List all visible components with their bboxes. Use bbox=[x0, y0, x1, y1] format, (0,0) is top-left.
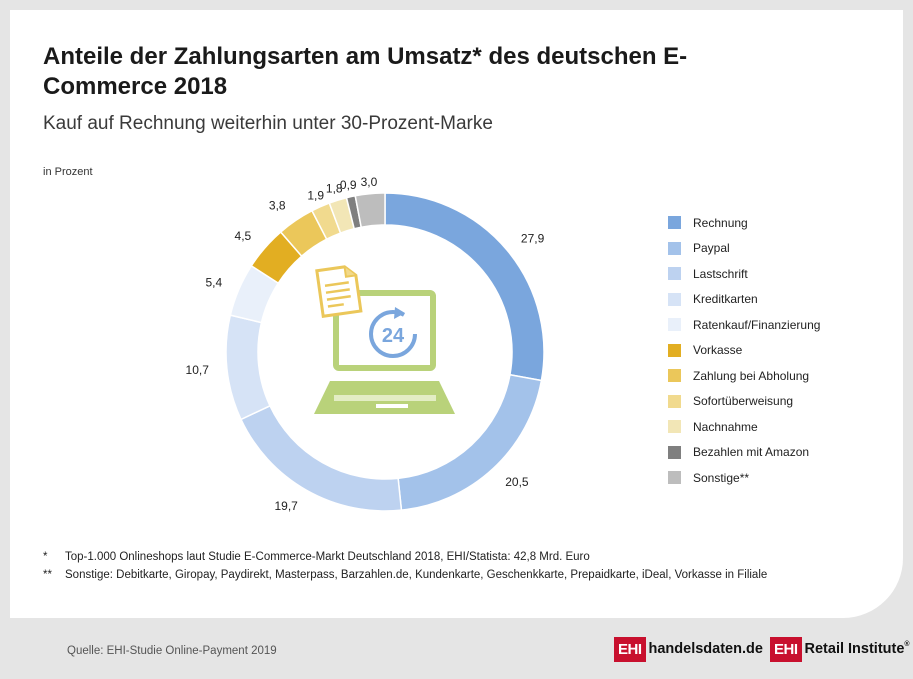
legend-label: Ratenkauf/Finanzierung bbox=[693, 317, 821, 332]
legend-item-lastschrift: Lastschrift bbox=[668, 261, 820, 287]
legend-swatch bbox=[668, 369, 681, 383]
legend-item-ratenkauf-finanzierung: Ratenkauf/Finanzierung bbox=[668, 312, 820, 338]
legend-item-bezahlen-mit-amazon: Bezahlen mit Amazon bbox=[668, 440, 820, 466]
footnotes: * Top-1.000 Onlineshops laut Studie E-Com… bbox=[43, 548, 767, 584]
footnote-1: * Top-1.000 Onlineshops laut Studie E-Com… bbox=[43, 551, 590, 563]
page-title: Anteile der Zahlungsarten am Umsatz* des… bbox=[43, 43, 688, 100]
footnote-2: ** Sonstige: Debitkarte, Giropay, Paydire… bbox=[43, 569, 768, 581]
page-subtitle: Kauf auf Rechnung weiterhin unter 30-Pro… bbox=[43, 113, 493, 134]
chart-legend: Rechnung Paypal Lastschrift Kreditkarten Rat… bbox=[668, 210, 820, 491]
slice-label-sonstige: 3,0 bbox=[361, 175, 378, 189]
slice-label-zahlung-bei-abholung: 3,8 bbox=[269, 199, 286, 213]
legend-swatch bbox=[668, 241, 681, 255]
slice-label-rechnung: 27,9 bbox=[521, 232, 545, 246]
slice-lastschrift bbox=[239, 404, 403, 512]
legend-label: Nachnahme bbox=[693, 419, 758, 434]
ehi-retail-institute-logo[interactable]: EHI Retail Institute® bbox=[770, 634, 910, 664]
slice-kreditkarten bbox=[225, 314, 271, 421]
legend-swatch bbox=[668, 267, 681, 281]
slice-rechnung bbox=[384, 192, 545, 382]
laptop-24h-invoice-icon: 24 bbox=[314, 265, 455, 414]
legend-label: Zahlung bei Abholung bbox=[693, 368, 810, 383]
legend-item-sonstige: Sonstige** bbox=[668, 465, 820, 491]
legend-label: Kreditkarten bbox=[693, 292, 758, 307]
chart-card bbox=[10, 10, 903, 618]
legend-item-sofort-berweisung: Sofortüberweisung bbox=[668, 389, 820, 415]
legend-label: Rechnung bbox=[693, 215, 748, 230]
slice-label-kreditkarten: 10,7 bbox=[186, 363, 210, 377]
legend-swatch bbox=[668, 420, 681, 434]
legend-label: Vorkasse bbox=[693, 343, 743, 358]
ehi-handelsdaten-logo[interactable]: EHI handelsdaten.de bbox=[614, 634, 763, 664]
legend-swatch bbox=[668, 318, 681, 332]
legend-item-rechnung: Rechnung bbox=[668, 210, 820, 236]
legend-swatch bbox=[668, 343, 681, 357]
unit-label: in Prozent bbox=[43, 166, 93, 178]
slice-sonstige bbox=[354, 192, 386, 229]
legend-item-paypal: Paypal bbox=[668, 236, 820, 262]
legend-label: Sonstige** bbox=[693, 470, 750, 485]
legend-swatch bbox=[668, 216, 681, 230]
legend-swatch bbox=[668, 471, 681, 485]
legend-swatch bbox=[668, 292, 681, 306]
legend-swatch bbox=[668, 394, 681, 408]
legend-label: Bezahlen mit Amazon bbox=[693, 445, 810, 460]
legend-label: Lastschrift bbox=[693, 266, 748, 281]
slice-label-bezahlen-mit-amazon: 0,9 bbox=[340, 178, 357, 192]
legend-label: Paypal bbox=[693, 241, 730, 256]
legend-swatch bbox=[668, 445, 681, 459]
source-note: Quelle: EHI-Studie Online-Payment 2019 bbox=[67, 645, 277, 657]
slice-label-vorkasse: 4,5 bbox=[235, 229, 252, 243]
legend-label: Sofortüberweisung bbox=[693, 394, 794, 409]
slice-label-ratenkauf-finanzierung: 5,4 bbox=[206, 276, 223, 290]
legend-item-zahlung-bei-abholung: Zahlung bei Abholung bbox=[668, 363, 820, 389]
legend-item-nachnahme: Nachnahme bbox=[668, 414, 820, 440]
legend-item-kreditkarten: Kreditkarten bbox=[668, 287, 820, 313]
slice-label-paypal: 20,5 bbox=[505, 475, 529, 489]
slice-label-sofort-berweisung: 1,9 bbox=[307, 189, 324, 203]
slice-label-nachnahme: 1,8 bbox=[326, 182, 343, 196]
legend-item-vorkasse: Vorkasse bbox=[668, 338, 820, 364]
svg-text:24: 24 bbox=[382, 325, 405, 347]
slice-label-lastschrift: 19,7 bbox=[275, 499, 299, 513]
